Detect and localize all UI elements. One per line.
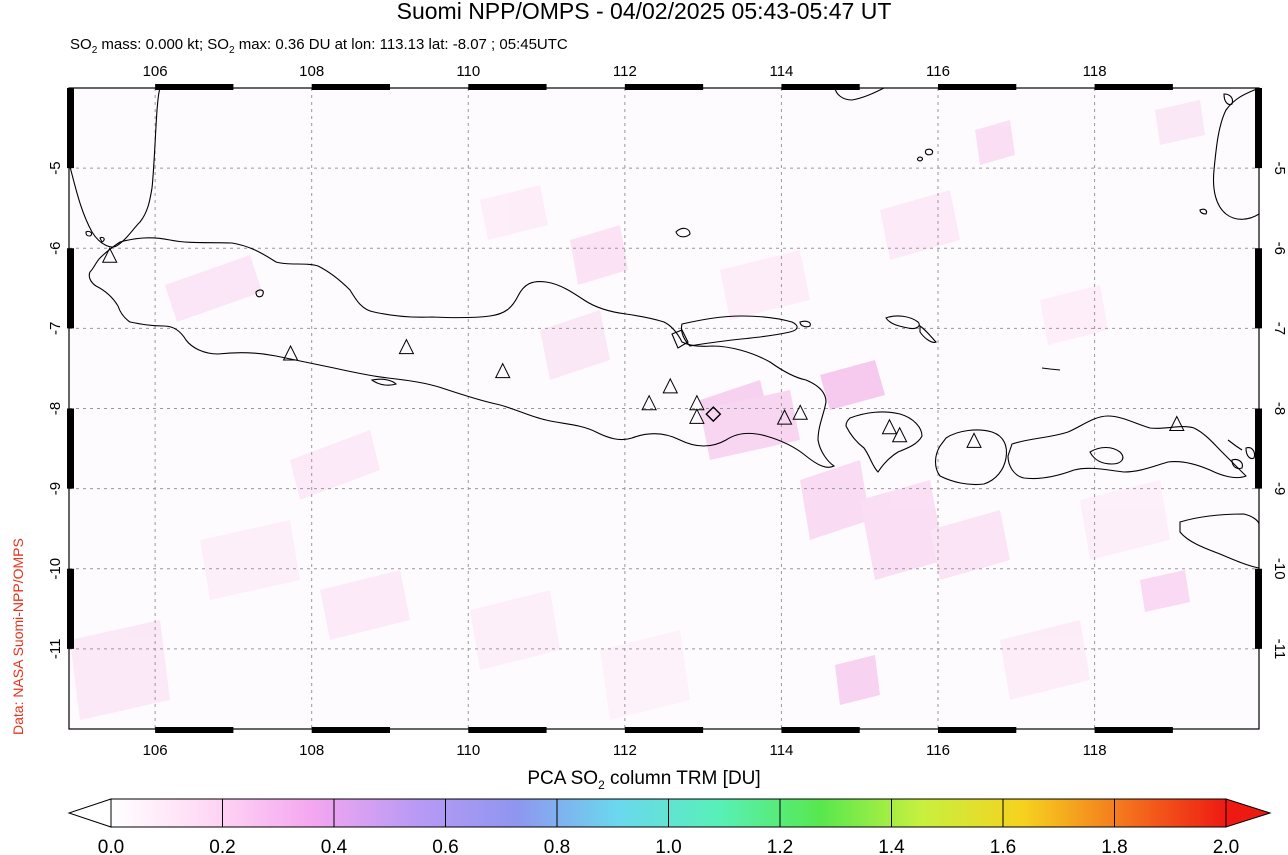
lon-label-bottom: 118 [1083,742,1107,759]
frame-bar-top [155,84,234,90]
lat-label-right: -10 [1271,558,1288,580]
volcano-icon [966,432,982,448]
colorbar: 0.0 0.2 0.4 0.6 0.8 1.0 1.2 1.4 1.6 1.8 2.0 [67,798,1272,855]
colorbar-high-arrow [1225,798,1272,828]
so2-max-marker [705,406,722,423]
lat-label-left: -9 [47,482,64,495]
volcano-icon [398,338,415,355]
lat-label-left: -11 [47,639,64,660]
lon-label-bottom: 114 [769,742,793,759]
frame-bar-right [1255,248,1262,329]
colorbar-tick-label: 0.0 [98,837,124,855]
frame-bar-bottom [468,727,547,733]
graticule [69,88,1259,729]
volcano-icon [101,247,118,263]
colorbar-low-arrow [67,798,112,828]
lon-label-top: 110 [456,63,480,80]
lon-label-top: 112 [613,63,637,80]
so2-pixels [70,100,1205,720]
colorbar-tick-label: 0.2 [209,837,235,855]
frame-bar-left [67,408,74,489]
volcano-icon [282,344,299,361]
colorbar-tick-label: 0.4 [321,837,348,855]
lat-label-left: -8 [47,402,64,415]
lat-label-right: -11 [1271,639,1288,660]
map-title: Suomi NPP/OMPS - 04/02/2025 05:43-05:47 … [396,0,892,24]
lon-label-top: 116 [926,63,950,80]
frame-bar-left [67,568,74,649]
longitude-labels: 106 106 108 108 110 110 112 112 114 114 116 116 118 1… [143,63,1107,759]
lon-label-bottom: 116 [926,742,950,759]
lon-label-bottom: 112 [613,742,637,759]
lon-label-top: 118 [1083,63,1107,80]
colorbar-tick-label: 0.6 [432,837,458,855]
volcano-icon [891,426,908,443]
lon-label-bottom: 110 [456,742,480,759]
lon-label-top: 106 [143,63,168,80]
frame-bar-left [67,248,74,329]
frame-bar-right [1255,88,1262,169]
frame-bar-bottom [938,727,1017,733]
volcano-icon [641,394,657,411]
volcano-icon [662,377,679,394]
lon-label-bottom: 108 [299,742,324,759]
volcano-icon [1168,415,1185,432]
colorbar-tick-label: 0.8 [544,837,570,855]
frame-bar-right [1255,568,1262,649]
frame-bar-bottom [311,727,390,733]
colorbar-tick-label: 1.0 [655,837,681,855]
colorbar-tick-label: 1.6 [990,837,1016,855]
frame-bar-bottom [1094,727,1173,733]
frame-bar-left [67,88,74,169]
lat-label-right: -8 [1271,402,1288,415]
frame-bar-top [311,84,390,90]
frame-bar-top [1094,84,1173,90]
lon-label-top: 114 [769,63,793,80]
colorbar-title: PCA SO2 column TRM [DU] [527,768,761,792]
lat-label-right: -6 [1271,242,1288,255]
frame-bar-top [781,84,860,90]
frame-bar-right [1255,408,1262,489]
volcano-icon [776,408,793,425]
so2-summary: SO2 mass: 0.000 kt; SO2 max: 0.36 DU at … [70,36,568,56]
lat-label-left: -5 [47,161,64,174]
volcano-icon [689,408,705,424]
lon-label-bottom: 106 [143,742,168,759]
frame-bar-bottom [781,727,860,733]
lat-label-right: -5 [1271,161,1288,174]
volcano-icon [494,362,511,379]
lat-label-right: -9 [1271,482,1288,495]
volcano-icon [881,418,898,435]
lat-label-left: -7 [47,322,64,335]
frame-bar-top [938,84,1017,90]
colorbar-tick-labels: 0.0 0.2 0.4 0.6 0.8 1.0 1.2 1.4 1.6 1.8 2.0 [98,799,1239,855]
frame-bar-top [624,84,704,90]
lat-label-right: -7 [1271,322,1288,335]
map-frame-bars [67,84,1262,733]
frame-bar-bottom [624,727,704,733]
lat-label-left: -6 [47,242,64,255]
colorbar-tick-label: 1.2 [767,837,793,855]
colorbar-tick-label: 2.0 [1213,837,1239,855]
volcano-icon [792,404,809,420]
frame-bar-bottom [155,727,234,733]
lat-label-left: -10 [47,558,64,580]
coastlines [69,88,1259,569]
colorbar-tick-label: 1.8 [1101,837,1127,855]
volcano-markers [101,247,1185,448]
latitude-labels: -5 -5 -6 -6 -7 -7 -8 -8 -9 -9 -10 -10 -11 -11 [47,161,1288,659]
frame-bar-top [468,84,547,90]
colorbar-tick-label: 1.4 [878,837,905,855]
lon-label-top: 108 [299,63,324,80]
